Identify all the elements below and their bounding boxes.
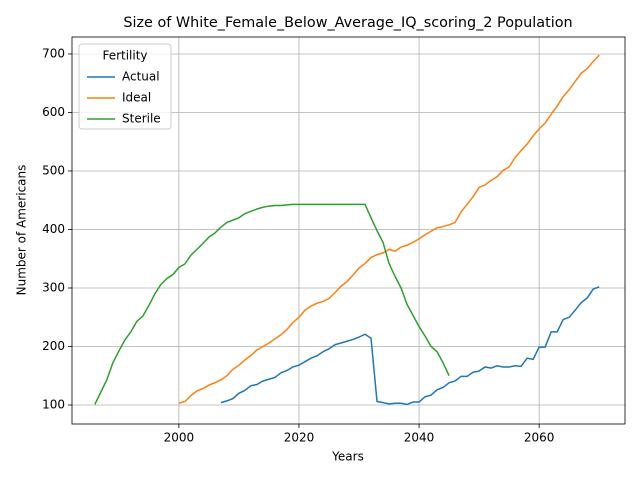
y-tick-label: 200 [42,339,65,353]
plot-frame [71,36,626,425]
y-axis-label: Number of Americans [15,165,29,296]
line [178,54,600,404]
y-tick-label: 300 [42,280,65,294]
y-tick-label: 100 [42,397,65,411]
x-tick-label: 2020 [284,431,315,445]
y-tick-label: 700 [42,46,65,60]
legend-title: Fertility [102,49,147,63]
x-tick-label: 2000 [164,431,195,445]
x-tick-label: 2040 [404,431,435,445]
x-tick-label: 2060 [524,431,555,445]
legend-box [78,43,172,130]
legend-label: Ideal [122,91,151,105]
y-tick-label: 600 [42,105,65,119]
line [220,286,600,406]
chart-title: Size of White_Female_Below_Average_IQ_sc… [123,15,572,31]
y-tick-label: 400 [42,222,65,236]
x-axis-label: Years [331,450,364,464]
y-tick-label: 500 [42,163,65,177]
legend-label: Sterile [122,112,161,126]
legend-label: Actual [122,70,160,84]
line [94,203,450,405]
